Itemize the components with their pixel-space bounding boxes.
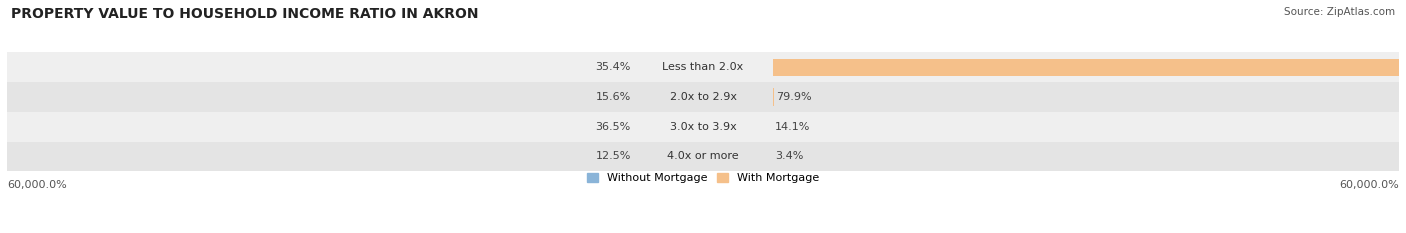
Bar <box>7 112 1399 142</box>
Text: 60,000.0%: 60,000.0% <box>1340 180 1399 190</box>
Text: 15.6%: 15.6% <box>596 92 631 102</box>
Bar <box>7 52 1399 82</box>
Text: 2.0x to 2.9x: 2.0x to 2.9x <box>669 92 737 102</box>
Text: 35.4%: 35.4% <box>596 62 631 72</box>
Text: PROPERTY VALUE TO HOUSEHOLD INCOME RATIO IN AKRON: PROPERTY VALUE TO HOUSEHOLD INCOME RATIO… <box>11 7 479 21</box>
Text: 3.4%: 3.4% <box>775 151 803 161</box>
Text: 36.5%: 36.5% <box>596 122 631 132</box>
Legend: Without Mortgage, With Mortgage: Without Mortgage, With Mortgage <box>582 168 824 187</box>
Text: Source: ZipAtlas.com: Source: ZipAtlas.com <box>1284 7 1395 17</box>
Text: 79.9%: 79.9% <box>776 92 811 102</box>
Text: 60,000.0%: 60,000.0% <box>7 180 66 190</box>
Bar <box>773 58 1406 76</box>
Bar <box>7 82 1399 112</box>
Text: 3.0x to 3.9x: 3.0x to 3.9x <box>669 122 737 132</box>
Text: 4.0x or more: 4.0x or more <box>668 151 738 161</box>
Text: 12.5%: 12.5% <box>596 151 631 161</box>
Bar <box>7 142 1399 171</box>
Text: 14.1%: 14.1% <box>775 122 810 132</box>
Text: Less than 2.0x: Less than 2.0x <box>662 62 744 72</box>
